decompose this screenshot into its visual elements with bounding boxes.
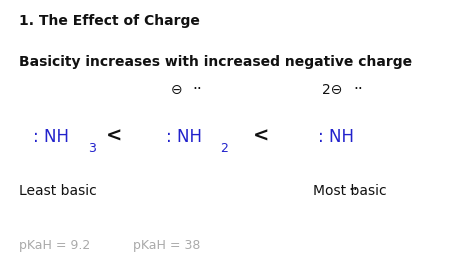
Text: : NH: : NH — [33, 127, 69, 146]
Text: 3: 3 — [88, 142, 96, 155]
Text: Most basic: Most basic — [313, 184, 386, 198]
Text: 2⊖: 2⊖ — [322, 83, 343, 97]
Text: pKaH = 9.2: pKaH = 9.2 — [19, 239, 90, 252]
Text: <: < — [106, 127, 122, 146]
Text: ⊖: ⊖ — [171, 83, 182, 97]
Text: : NH: : NH — [166, 127, 202, 146]
Text: Basicity increases with increased negative charge: Basicity increases with increased negati… — [19, 55, 412, 69]
Text: ..: .. — [353, 77, 363, 92]
Text: <: < — [253, 127, 269, 146]
Text: 1. The Effect of Charge: 1. The Effect of Charge — [19, 14, 200, 28]
Text: ..: .. — [348, 178, 358, 193]
Text: pKaH = 38: pKaH = 38 — [133, 239, 200, 252]
Text: Least basic: Least basic — [19, 184, 97, 198]
Text: : NH: : NH — [318, 127, 354, 146]
Text: 2: 2 — [220, 142, 228, 155]
Text: ..: .. — [192, 77, 202, 92]
